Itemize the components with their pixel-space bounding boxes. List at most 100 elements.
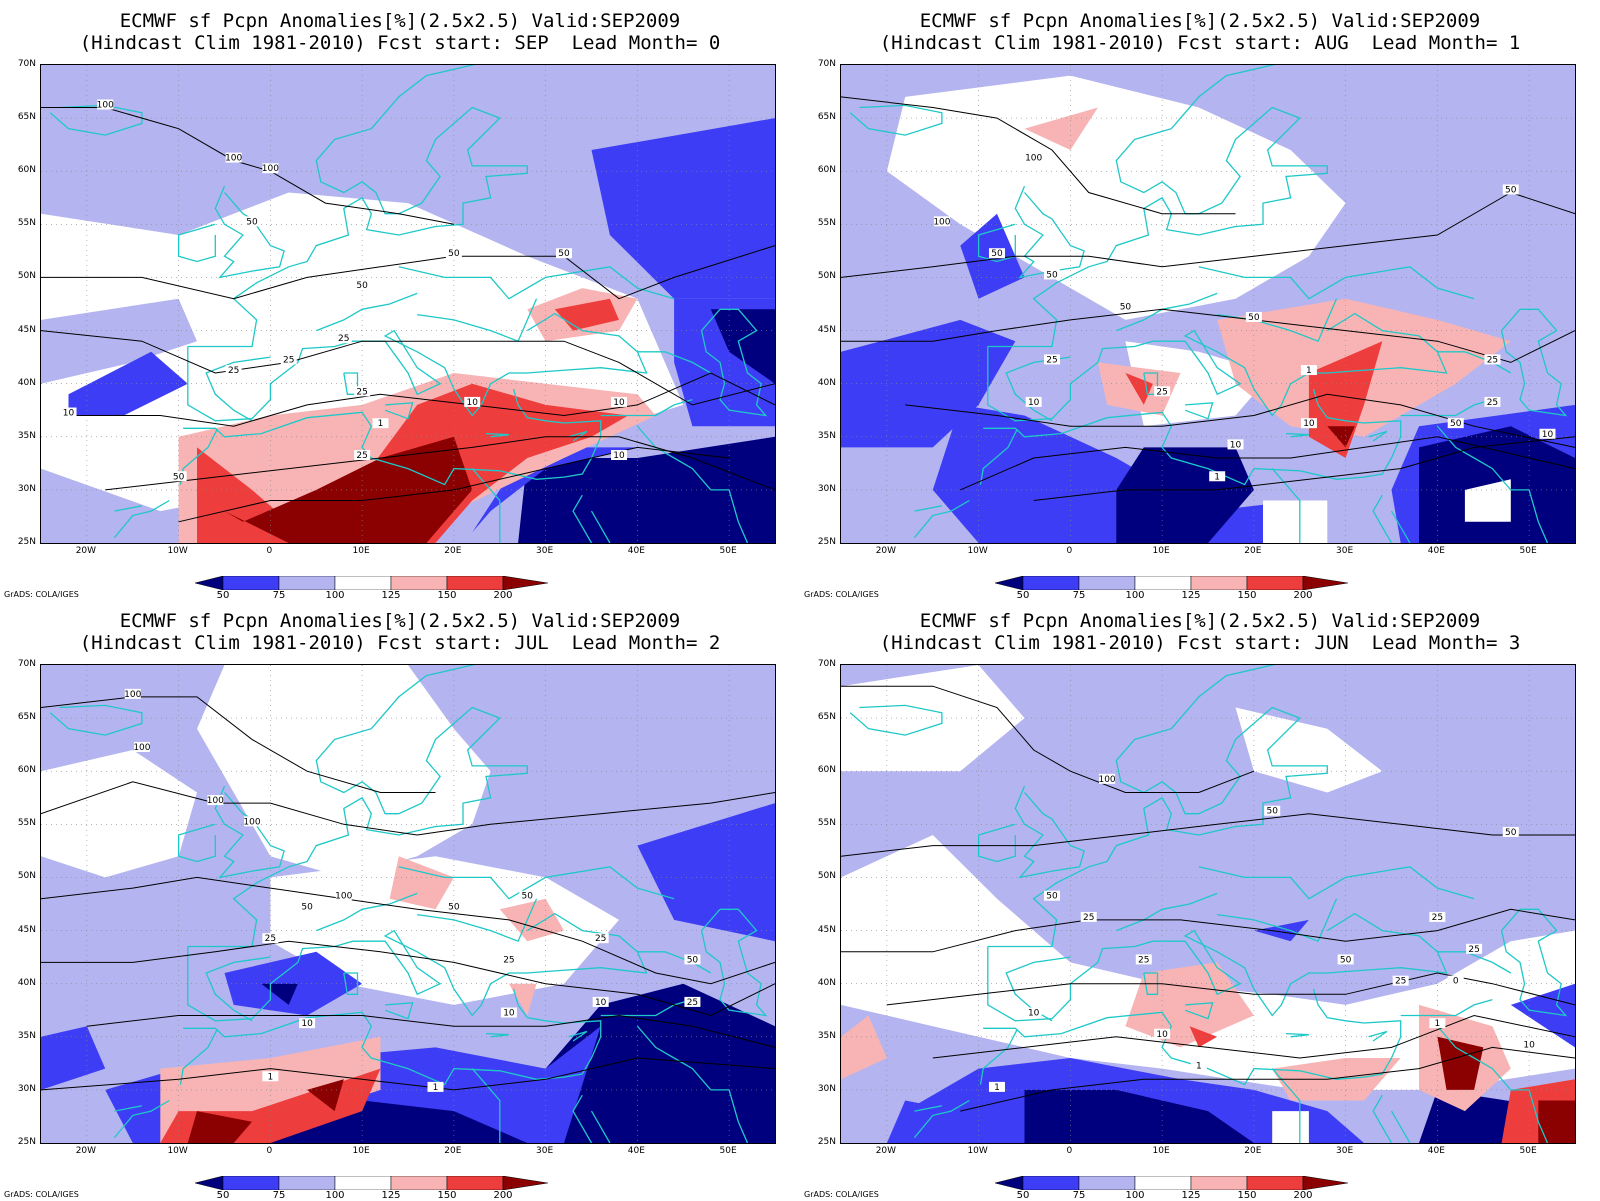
contour-label-bg <box>1539 428 1556 439</box>
contour-label-bg <box>372 418 389 429</box>
latitude-label: 25N <box>17 537 36 547</box>
anomaly-region <box>637 803 775 942</box>
map-area: 100 100 100 100 50 50 25 25 10 10 1 1 25 50 25 10 50 100 <box>40 664 776 1144</box>
contour-label: 1 <box>1214 472 1220 482</box>
map-area: 100 100 100 50 50 50 50 25 25 25 25 10 10 10 1 50 25 10 <box>40 64 776 544</box>
longitude-label: 20E <box>1244 546 1262 556</box>
longitude-label: 10W <box>167 546 188 556</box>
panel-lead-1: ECMWF sf Pcpn Anomalies[%](2.5x2.5) Vali… <box>800 0 1600 601</box>
latitude-label: 40N <box>817 977 836 988</box>
coastline <box>983 388 1402 486</box>
coastline <box>1184 1002 1214 1020</box>
latitude-label: 65N <box>817 112 836 123</box>
contour-label-bg <box>244 816 261 827</box>
contour-label-bg <box>1264 805 1281 816</box>
latitude-label: 30N <box>817 483 836 494</box>
coastline <box>205 356 271 422</box>
grads-credit: GrADS: COLA/IGES <box>804 1190 879 1199</box>
latitude-label: 55N <box>817 218 836 229</box>
contour-label: 50 <box>1340 955 1352 965</box>
contour-label: 50 <box>1046 892 1058 902</box>
contour-label-bg <box>1447 975 1464 986</box>
coastline <box>979 429 1018 485</box>
colorbar-segment <box>1302 576 1348 590</box>
contour-label-bg <box>1190 1060 1207 1071</box>
anomaly-region <box>710 309 775 384</box>
coastline <box>710 1089 749 1143</box>
contour-label: 100 <box>225 154 242 164</box>
contour-label-bg <box>1484 354 1501 365</box>
coastline <box>187 912 648 1022</box>
contour-label: 10 <box>1523 1040 1535 1050</box>
contour-label-bg <box>1044 354 1061 365</box>
coastline <box>1285 1032 1309 1038</box>
contour-label-bg <box>445 248 462 259</box>
contour-label-bg <box>611 450 628 461</box>
anomaly-region <box>554 298 619 331</box>
longitude-label: 40E <box>1427 1146 1445 1156</box>
contour-label-bg <box>500 954 517 965</box>
map-title-line2: (Hindcast Clim 1981-2010) Fcst start: AU… <box>879 32 1521 54</box>
contour-label: 50 <box>687 955 699 965</box>
coastline <box>316 892 418 932</box>
latitude-label: 25N <box>817 1137 836 1147</box>
anomaly-region <box>1263 500 1328 543</box>
coastline <box>700 908 768 1017</box>
contour-label: 100 <box>933 217 950 227</box>
contour-label: 50 <box>448 249 460 259</box>
coastline <box>187 65 528 348</box>
longitude-label: 10W <box>167 1146 188 1156</box>
coastline <box>914 1105 943 1112</box>
anomaly-map-svg: 100 100 50 50 50 50 25 25 10 10 10 1 1 25 50 10 50 25 <box>841 65 1575 543</box>
contour-label: 100 <box>335 892 352 902</box>
coastline <box>977 223 1016 263</box>
coastline <box>1368 430 1388 442</box>
latitude-label: 50N <box>17 271 36 282</box>
longitude-label: 10E <box>352 546 370 556</box>
colorbar-segment <box>995 1176 1024 1190</box>
contour-label: 50 <box>558 249 570 259</box>
contour-label-bg <box>1429 1018 1446 1029</box>
coastline <box>471 1068 501 1143</box>
contour-label: 100 <box>243 817 260 827</box>
latitude-label: 35N <box>17 1030 36 1041</box>
latitude-label: 50N <box>817 271 836 282</box>
contour-label: 10 <box>613 398 625 408</box>
colorbar-label: 75 <box>1072 590 1086 601</box>
contour-label-bg <box>445 901 462 912</box>
longitude-label: 40E <box>627 1146 645 1156</box>
colorbar-segment <box>995 576 1024 590</box>
latitude-label: 45N <box>17 924 36 935</box>
contour-label-bg <box>170 471 187 482</box>
coastline <box>849 104 943 136</box>
coastline <box>384 402 414 420</box>
map-title-line1: ECMWF sf Pcpn Anomalies[%](2.5x2.5) Vali… <box>119 10 681 32</box>
map-title-line2: (Hindcast Clim 1981-2010) Fcst start: JU… <box>79 632 721 654</box>
colorbar <box>995 1176 1348 1190</box>
anomaly-region <box>41 750 197 878</box>
contour-label: 25 <box>1432 913 1443 923</box>
colorbar-label: 50 <box>1016 1190 1030 1201</box>
coastline <box>113 1099 170 1139</box>
map-title-line2: (Hindcast Clim 1981-2010) Fcst start: JU… <box>879 632 1521 654</box>
map-title-line1: ECMWF sf Pcpn Anomalies[%](2.5x2.5) Vali… <box>119 610 681 632</box>
contour-label-bg <box>207 795 224 806</box>
coastline <box>183 388 602 486</box>
contour-label-bg <box>280 354 297 365</box>
contour-line <box>41 245 775 300</box>
anomaly-region <box>1024 1089 1254 1143</box>
coastline <box>187 665 528 948</box>
contour-label: 50 <box>1248 313 1260 323</box>
contour-label: 10 <box>1303 419 1315 429</box>
contour-label-bg <box>464 396 481 407</box>
contour-line <box>41 1057 775 1091</box>
contour-label-bg <box>1135 954 1152 965</box>
coastline <box>636 1025 712 1091</box>
coastline <box>177 823 216 863</box>
contour-label: 25 <box>228 366 239 376</box>
longitude-label: 50E <box>1519 1146 1537 1156</box>
coastline <box>471 468 501 543</box>
longitude-label: 10W <box>967 1146 988 1156</box>
colorbar-label: 125 <box>381 590 401 601</box>
colorbar-segment <box>1246 576 1304 590</box>
